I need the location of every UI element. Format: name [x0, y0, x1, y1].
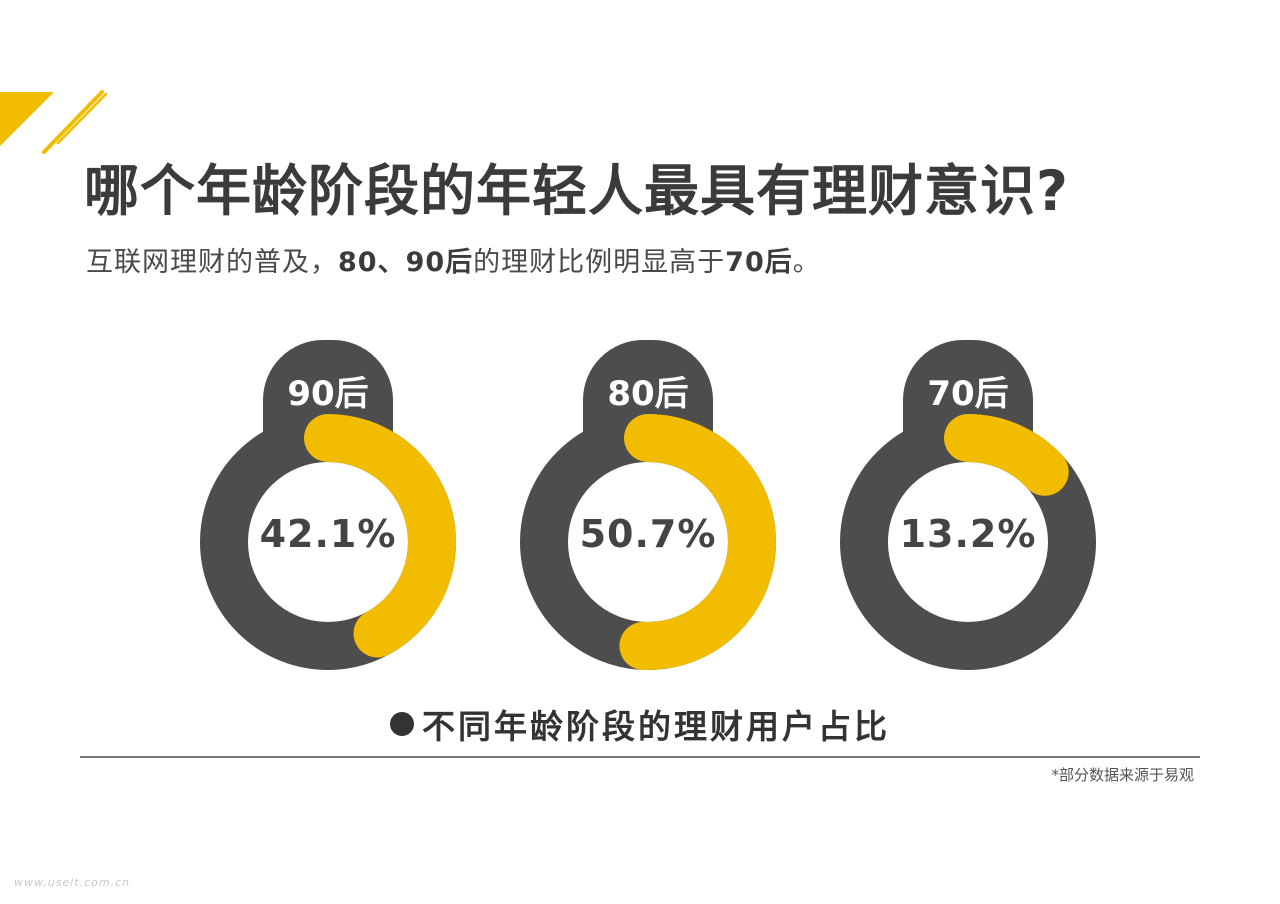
- value-label: 42.1%: [259, 512, 397, 556]
- value-label: 13.2%: [899, 512, 1037, 556]
- subtitle-highlight-1: 80、90后: [338, 247, 474, 278]
- chart-title: 不同年龄阶段的理财用户占比: [422, 707, 890, 746]
- category-label: 70后: [927, 374, 1009, 414]
- page-subtitle: 互联网理财的普及，80、90后的理财比例明显高于70后。: [86, 240, 821, 279]
- donut-svg: [840, 340, 1096, 670]
- watermark: www.useit.com.cn: [14, 876, 131, 889]
- donut-svg: [200, 340, 456, 670]
- donut-chart-80s: 80后 50.7%: [518, 340, 778, 680]
- bullet-dot-icon: [390, 712, 414, 736]
- subtitle-text-2: 的理财比例明显高于: [473, 247, 726, 278]
- category-label: 90后: [287, 374, 369, 414]
- donut-svg: [520, 340, 776, 670]
- donut-value-arc: [619, 414, 776, 670]
- value-label: 50.7%: [579, 512, 717, 556]
- subtitle-highlight-2: 70后: [725, 247, 793, 278]
- donut-chart-70s: 70后 13.2%: [838, 340, 1098, 680]
- donut-value-arc: [304, 414, 456, 658]
- category-label: 80后: [607, 374, 689, 414]
- donut-chart-90s: 90后 42.1%: [198, 340, 458, 680]
- divider-line: [80, 756, 1200, 758]
- subtitle-text-1: 互联网理财的普及，: [86, 247, 338, 278]
- donut-value-arc: [944, 414, 1069, 496]
- page-title: 哪个年龄阶段的年轻人最具有理财意识?: [84, 159, 1069, 223]
- corner-stripes-decoration: [0, 90, 108, 154]
- source-note: *部分数据来源于易观: [1051, 766, 1194, 784]
- subtitle-text-3: 。: [792, 247, 821, 278]
- chart-caption: 不同年龄阶段的理财用户占比: [0, 700, 1280, 748]
